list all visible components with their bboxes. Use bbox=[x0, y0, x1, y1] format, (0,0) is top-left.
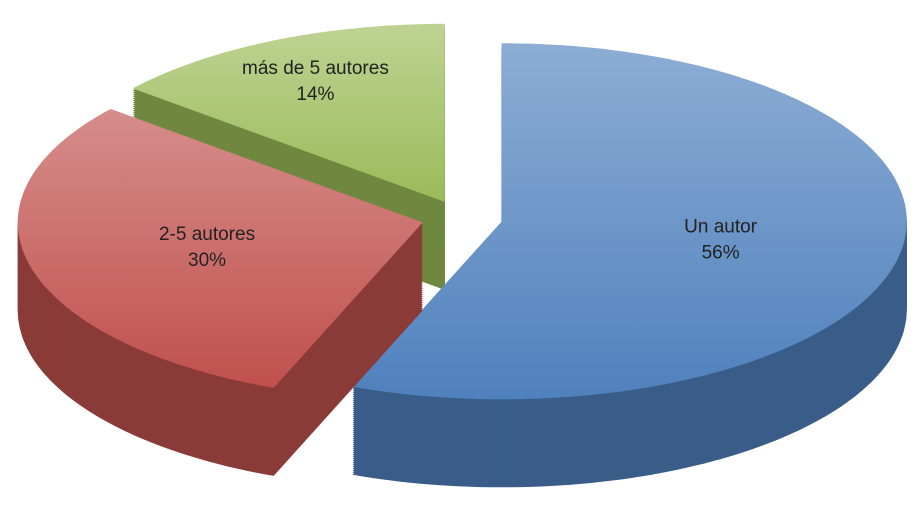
slice-shine bbox=[132, 23, 445, 202]
slice-label: más de 5 autores bbox=[242, 58, 389, 79]
slice bbox=[352, 43, 907, 488]
slice-value: 56% bbox=[702, 243, 740, 264]
slice bbox=[17, 109, 423, 476]
slice-label: Un autor bbox=[684, 217, 758, 238]
slice-value: 14% bbox=[296, 84, 334, 105]
slice-value: 30% bbox=[188, 250, 226, 271]
slice-shine bbox=[17, 109, 423, 388]
slice-label: 2-5 autores bbox=[159, 224, 255, 245]
slice-shine bbox=[352, 43, 907, 400]
